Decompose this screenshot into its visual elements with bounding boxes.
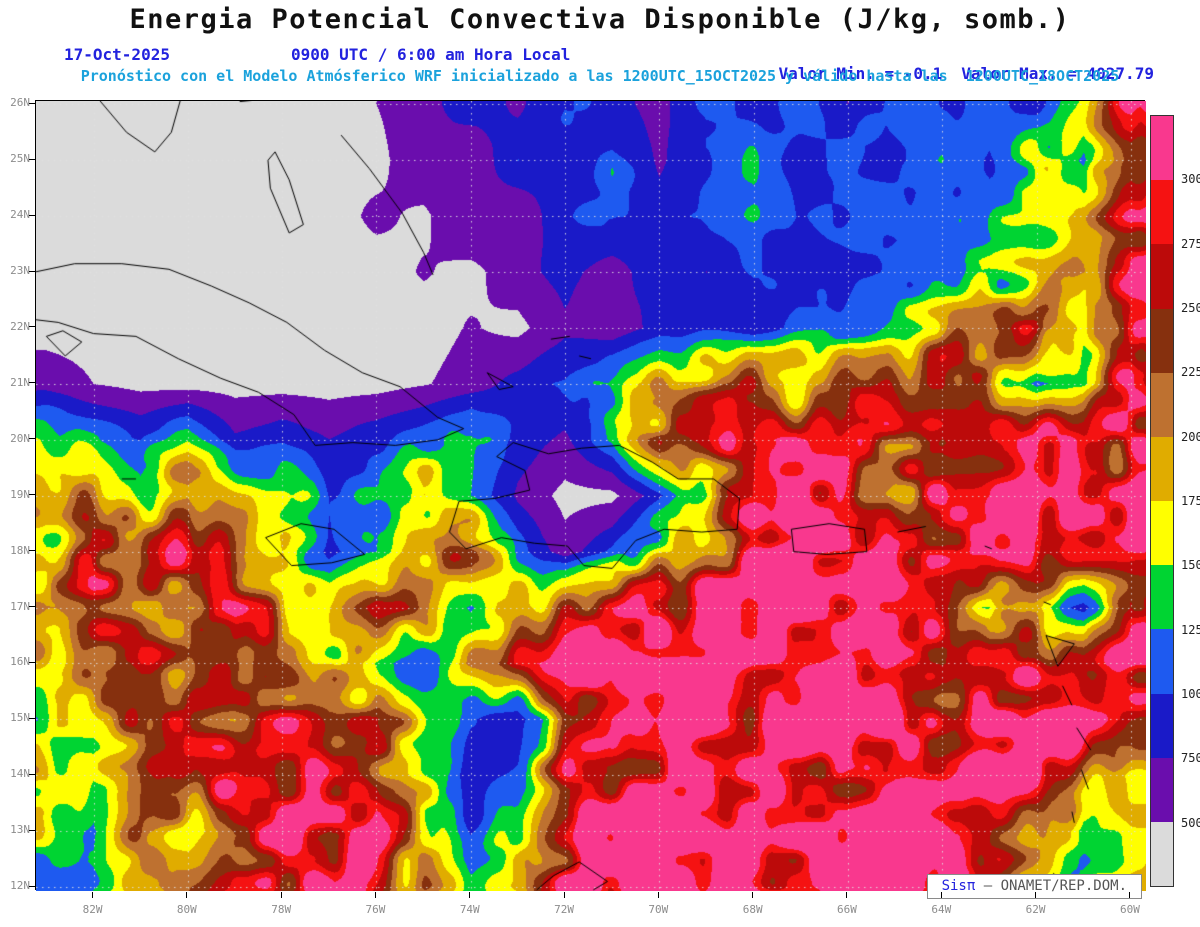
colorbar-tick-label: 1000	[1181, 687, 1200, 701]
lat-tick-label: 26N	[10, 96, 30, 110]
colorbar-segment	[1151, 821, 1173, 887]
lon-tick-label: 74W	[459, 903, 480, 916]
lon-tick-label: 70W	[648, 903, 669, 916]
lat-tick-label: 16N	[10, 655, 30, 669]
colorbar-tick-label: 1750	[1181, 494, 1200, 508]
lon-tick	[280, 892, 282, 898]
colorbar-tick-label: 750	[1181, 751, 1200, 766]
lon-tick	[752, 892, 754, 898]
lon-tick-label: 66W	[837, 903, 857, 916]
page-title: Energia Potencial Convectiva Disponible …	[129, 4, 1071, 35]
date-label: 17-Oct-2025	[64, 45, 170, 64]
lat-tick-label: 22N	[10, 319, 30, 333]
lat-tick-label: 25N	[10, 152, 30, 166]
lon-tick-label: 76W	[365, 903, 386, 916]
map-frame: Sisπ – ONAMET/REP.DOM.	[35, 100, 1146, 899]
colorbar-segment	[1151, 501, 1173, 566]
lon-tick-label: 62W	[1025, 903, 1046, 916]
lon-tick	[469, 892, 471, 898]
lon-tick-label: 80W	[176, 903, 197, 916]
colorbar-segment	[1151, 180, 1173, 245]
lat-tick-label: 21N	[10, 375, 30, 389]
colorbar	[1150, 115, 1174, 887]
colorbar-segment	[1151, 629, 1173, 694]
lon-tick	[186, 892, 188, 898]
colorbar-tick-label: 1500	[1181, 558, 1200, 573]
colorbar-tick-label: 2500	[1181, 301, 1200, 315]
lon-tick-label: 64W	[931, 903, 952, 916]
lon-tick	[657, 892, 659, 898]
colorbar-segment	[1151, 244, 1173, 309]
lat-tick-label: 14N	[10, 767, 30, 781]
lon-tick-label: 68W	[742, 903, 763, 916]
watermark-brand: Sisπ	[941, 878, 976, 894]
colorbar-tick-label: 500	[1181, 815, 1200, 830]
lon-tick	[563, 892, 565, 898]
colorbar-segment	[1151, 308, 1173, 373]
max-value-label: Valor Max. = 4027.79	[961, 64, 1154, 83]
lon-tick	[92, 892, 94, 898]
minmax-label: Valor Min. = -0.1 Valor Max. = 4027.79	[740, 45, 1154, 102]
colorbar-tick-label: 1250	[1181, 622, 1200, 637]
lon-tick-label: 60W	[1119, 903, 1140, 916]
colorbar-segment	[1151, 436, 1173, 502]
model-subtitle: Pronóstico con el Modelo Atmósferico WRF…	[80, 67, 1120, 85]
lat-tick-label: 23N	[10, 264, 30, 278]
colorbar-tick-label: 2750	[1181, 236, 1200, 251]
colorbar-segment	[1151, 693, 1173, 758]
lat-tick-label: 17N	[10, 599, 30, 613]
colorbar-segment	[1151, 565, 1173, 630]
watermark-text: – ONAMET/REP.DOM.	[975, 878, 1127, 894]
min-value-label: Valor Min. = -0.1	[778, 64, 943, 83]
cape-field-canvas	[36, 101, 1146, 891]
colorbar-segment	[1151, 372, 1173, 437]
lon-tick-label: 72W	[554, 903, 574, 916]
lon-tick-label: 82W	[82, 903, 103, 916]
lat-tick-label: 19N	[10, 487, 30, 501]
valid-time-label: 0900 UTC / 6:00 am Hora Local	[291, 45, 571, 64]
colorbar-tick-label: 2250	[1181, 365, 1200, 380]
colorbar-tick-label: 2000	[1181, 429, 1200, 444]
lat-tick-label: 20N	[10, 431, 30, 445]
lon-tick	[374, 892, 376, 898]
watermark-box: Sisπ – ONAMET/REP.DOM.	[926, 874, 1142, 899]
lat-tick-label: 13N	[10, 823, 30, 837]
lat-tick-label: 15N	[10, 711, 30, 725]
lon-tick-label: 78W	[271, 903, 292, 916]
lon-tick	[846, 892, 848, 898]
lat-tick-label: 24N	[10, 208, 30, 222]
colorbar-segment	[1151, 116, 1173, 181]
lat-tick-label: 12N	[10, 879, 30, 893]
lat-tick-label: 18N	[10, 543, 30, 557]
colorbar-segment	[1151, 757, 1173, 822]
colorbar-tick-label: 3000	[1181, 172, 1200, 187]
